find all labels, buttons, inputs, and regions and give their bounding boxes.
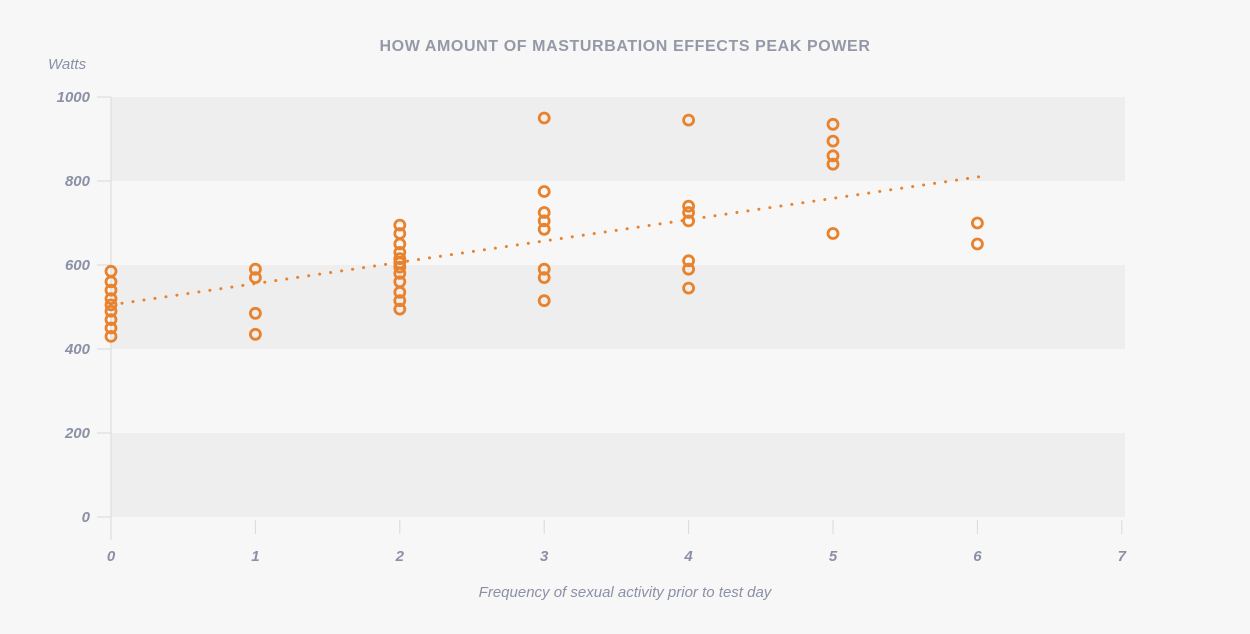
grid-band: [111, 97, 1125, 181]
y-tick-label: 1000: [57, 89, 91, 106]
x-axis-title: Frequency of sexual activity prior to te…: [478, 584, 772, 601]
scatter-point: [393, 260, 407, 274]
y-tick-label: 0: [82, 509, 91, 526]
scatter-point: [537, 111, 551, 125]
x-tick-label: 2: [395, 548, 405, 565]
scatter-point: [248, 306, 262, 320]
scatter-point: [826, 117, 840, 131]
x-tick-label: 0: [107, 548, 116, 565]
scatter-point: [537, 262, 551, 276]
scatter-point: [248, 271, 262, 285]
y-tick-label: 400: [64, 341, 91, 358]
scatter-point: [971, 216, 984, 230]
scatter-point: [393, 237, 407, 251]
scatter-point: [393, 302, 407, 316]
x-tick-label: 3: [540, 548, 549, 565]
x-tick-label: 5: [829, 548, 838, 565]
y-tick-label: 200: [64, 425, 91, 442]
x-tick-label: 6: [973, 548, 982, 565]
scatter-point: [393, 294, 407, 308]
scatter-point: [248, 327, 262, 341]
scatter-point: [104, 275, 118, 289]
scatter-point: [104, 329, 118, 343]
grid-band: [111, 265, 1125, 349]
grid-band: [111, 433, 1125, 517]
scatter-point: [826, 227, 840, 240]
scatter-point: [537, 185, 551, 198]
x-tick-label: 4: [683, 548, 693, 565]
scatter-point: [826, 157, 840, 171]
chart-title: HOW AMOUNT OF MASTURBATION EFFECTS PEAK …: [379, 38, 871, 55]
y-axis-unit-label: Watts: [48, 56, 87, 73]
scatter-point: [682, 199, 695, 213]
scatter-point: [537, 206, 551, 219]
y-tick-label: 600: [65, 257, 91, 274]
scatter-point: [104, 321, 118, 335]
scatter-point: [104, 283, 118, 297]
scatter-point: [248, 262, 262, 276]
scatter-point: [682, 214, 695, 228]
scatter-point: [682, 206, 695, 219]
scatter-point: [393, 266, 407, 280]
x-tick-label: 7: [1118, 548, 1127, 565]
scatter-point: [104, 313, 118, 327]
scatter-point: [393, 285, 407, 299]
scatter-point: [682, 262, 695, 276]
scatter-point: [537, 271, 551, 285]
scatter-point: [826, 149, 840, 163]
scatter-point: [393, 252, 407, 266]
scatter-point: [104, 298, 118, 312]
y-tick-label: 800: [65, 173, 91, 190]
scatter-point: [537, 294, 551, 308]
scatter-point: [826, 134, 840, 148]
scatter-point: [537, 214, 551, 228]
scatter-point: [682, 281, 695, 295]
scatter-point: [537, 222, 551, 236]
scatter-point: [682, 113, 695, 127]
scatter-point: [971, 237, 984, 251]
scatter-point: [104, 292, 118, 306]
scatter-point: [104, 304, 118, 318]
x-tick-label: 1: [251, 548, 259, 565]
scatter-point: [682, 254, 695, 268]
scatter-point: [393, 218, 407, 232]
